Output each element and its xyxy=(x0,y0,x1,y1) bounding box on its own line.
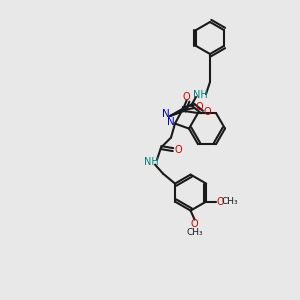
Text: O: O xyxy=(174,145,182,154)
Text: N: N xyxy=(162,109,170,119)
Text: NH: NH xyxy=(193,90,207,100)
Text: CH₃: CH₃ xyxy=(222,197,238,206)
Text: O: O xyxy=(191,219,198,229)
Text: NH: NH xyxy=(144,157,158,166)
Text: O: O xyxy=(195,102,203,112)
Text: O: O xyxy=(203,107,211,117)
Text: O: O xyxy=(216,196,224,207)
Text: N: N xyxy=(167,117,175,127)
Text: CH₃: CH₃ xyxy=(186,228,203,237)
Text: O: O xyxy=(182,92,190,102)
